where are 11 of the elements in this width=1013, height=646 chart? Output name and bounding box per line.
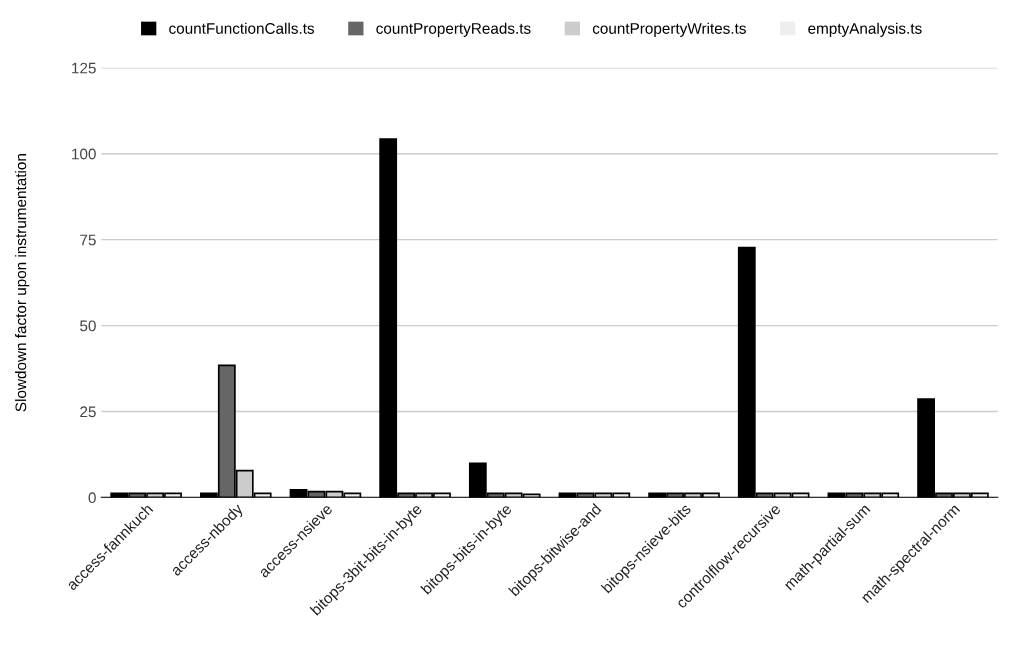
y-tick-label: 100	[72, 148, 96, 160]
legend-label: countFunctionCalls.ts	[169, 22, 315, 34]
legend-label: emptyAnalysis.ts	[808, 22, 922, 37]
y-axis-title: Slowdown factor upon instrumentation	[15, 154, 30, 412]
legend-label: countPropertyWrites.ts	[592, 22, 746, 37]
y-tick-label: 25	[80, 406, 96, 418]
y-tick-label: 0	[88, 492, 96, 504]
y-tick-label: 50	[80, 320, 96, 332]
legend-label: countPropertyReads.ts	[376, 22, 531, 37]
y-tick-label: 75	[80, 234, 96, 246]
y-tick-label: 125	[72, 62, 96, 74]
